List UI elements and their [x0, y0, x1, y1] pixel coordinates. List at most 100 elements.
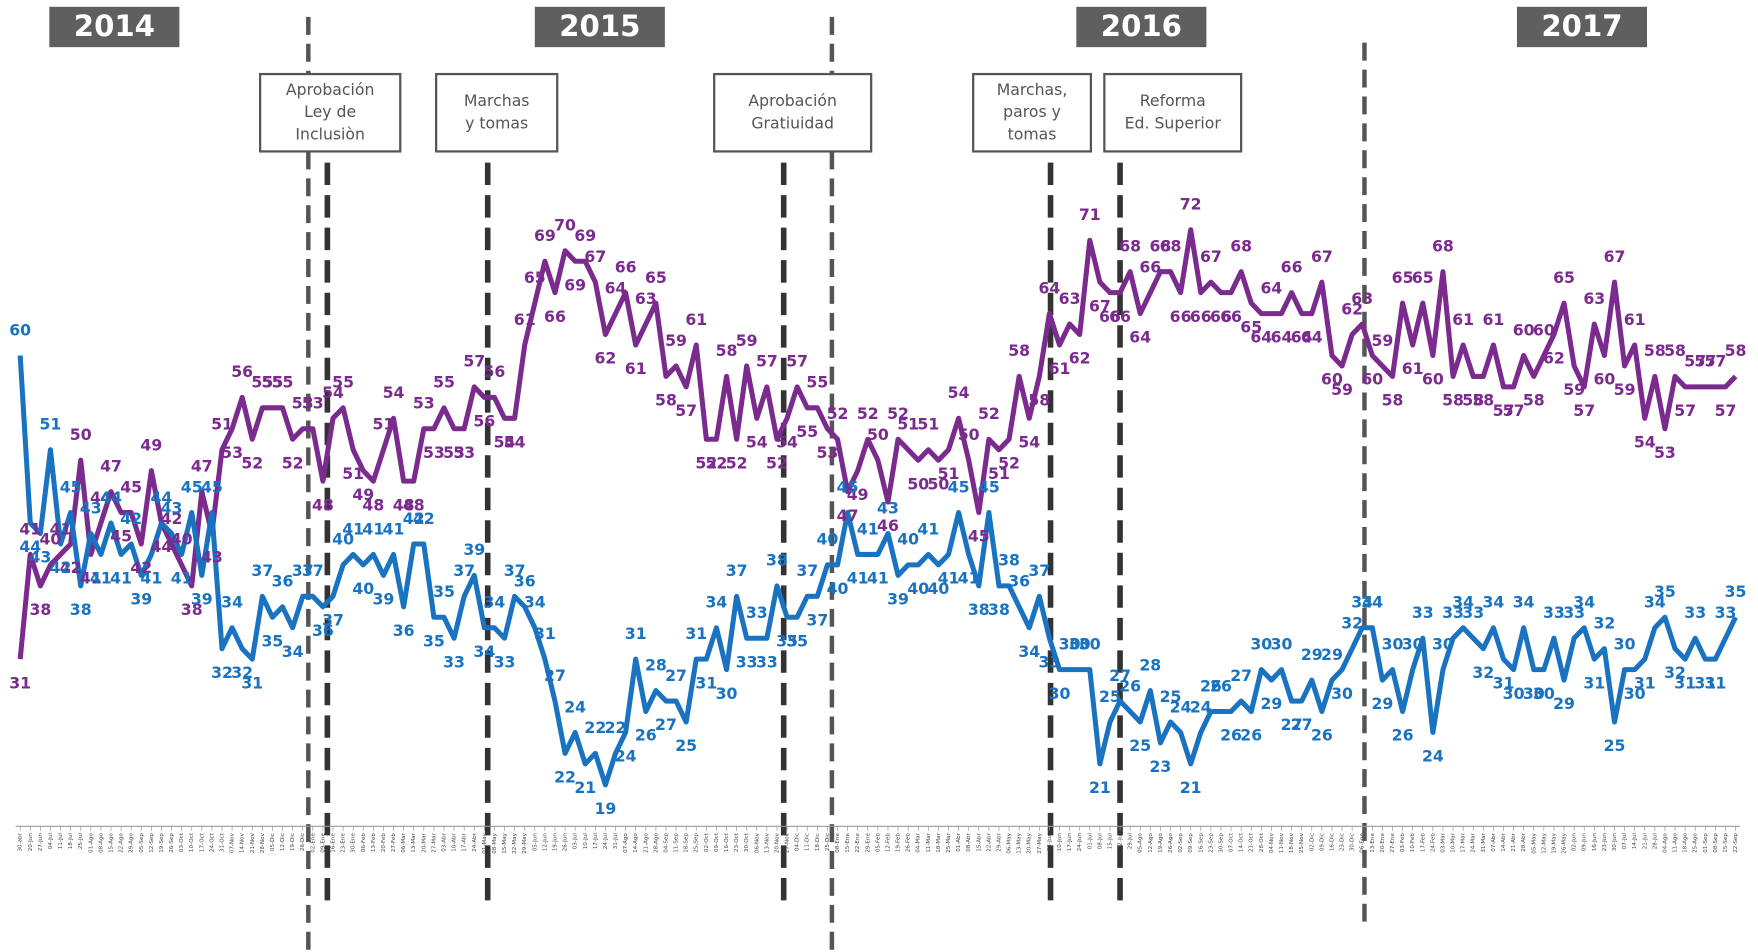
- data-label: 30: [1533, 684, 1555, 703]
- data-label: 24: [1422, 747, 1444, 766]
- data-label: 34: [706, 593, 728, 612]
- data-label: 66: [1210, 307, 1232, 326]
- year-box: [49, 6, 180, 48]
- data-label: 23: [1149, 757, 1171, 776]
- data-label: 42: [120, 509, 142, 528]
- data-label: 34: [1482, 593, 1504, 612]
- year-label: 2017: [1541, 9, 1622, 43]
- data-label: 39: [130, 590, 152, 609]
- data-label: 28: [1139, 655, 1161, 674]
- x-tick-label: 25-Dic: [825, 833, 831, 851]
- x-tick-label: 20-May: [1027, 832, 1033, 853]
- data-label: 69: [534, 226, 556, 245]
- data-label: 45: [181, 477, 203, 496]
- x-tick-label: 16-Jun: [1592, 833, 1598, 852]
- x-tick-label: 12-Sep: [149, 833, 155, 853]
- data-label: 60: [1321, 370, 1343, 389]
- data-label: 38: [968, 600, 990, 619]
- event-box: [713, 72, 873, 153]
- data-label: 41: [362, 519, 384, 538]
- data-label: 32: [1472, 663, 1494, 682]
- data-label: 66: [1109, 307, 1131, 326]
- data-label: 67: [1311, 247, 1333, 266]
- x-tick-label: 03-Jun: [1047, 833, 1053, 852]
- x-tick-label: 10-Abr: [452, 832, 458, 851]
- x-tick-label: 25-Jul: [78, 833, 84, 850]
- x-tick-label: 15-Jul: [1107, 833, 1113, 850]
- data-label: 53: [817, 443, 839, 462]
- data-label: 58: [1442, 391, 1464, 410]
- x-tick-label: 10-Feb: [1410, 833, 1416, 852]
- data-label: 36: [312, 621, 334, 640]
- x-tick-label: 22-Abr: [986, 832, 992, 851]
- event-label: Gratiuidad: [751, 113, 834, 132]
- data-label: 31: [695, 673, 717, 692]
- data-label: 42: [50, 558, 72, 577]
- data-label: 41: [917, 519, 939, 538]
- data-label: 57: [1493, 401, 1515, 420]
- data-label: 55: [796, 422, 818, 441]
- data-label: 53: [443, 443, 465, 462]
- data-label: 59: [736, 331, 758, 350]
- data-label: 48: [403, 495, 425, 514]
- data-label: 33: [1442, 603, 1464, 622]
- data-label: 49: [140, 435, 162, 454]
- data-label: 50: [70, 425, 92, 444]
- x-tick-label: 14-Oct: [1239, 832, 1245, 852]
- x-tick-label: 26-Sep: [169, 833, 175, 853]
- data-label: 25: [1160, 687, 1182, 706]
- data-label: 30: [1069, 634, 1091, 653]
- data-label: 33: [746, 603, 768, 622]
- x-tick-label: 27-May: [1037, 832, 1043, 853]
- x-tick-label: 25-Ago: [1693, 833, 1699, 853]
- data-label: 41: [938, 569, 960, 588]
- data-label: 33: [1563, 603, 1585, 622]
- event-label: tomas: [1008, 125, 1057, 144]
- data-label: 35: [423, 631, 445, 650]
- x-tick-label: 05-May: [1531, 832, 1537, 853]
- data-label: 57: [1715, 401, 1737, 420]
- x-tick-label: 28-Nov: [260, 832, 266, 853]
- data-label: 33: [443, 652, 465, 671]
- data-label: 52: [766, 453, 788, 472]
- data-label: 30: [1523, 684, 1545, 703]
- data-label: 68: [1230, 237, 1252, 256]
- data-label: 58: [1523, 391, 1545, 410]
- x-tick-label: 29-May: [522, 832, 528, 853]
- data-label: 31: [1583, 673, 1605, 692]
- data-label: 58: [716, 341, 738, 360]
- x-tick-label: 20-Nov: [774, 832, 780, 853]
- data-label: 35: [786, 631, 808, 650]
- data-label: 34: [1573, 593, 1595, 612]
- data-label: 40: [40, 530, 62, 549]
- x-tick-label: 22-May: [512, 832, 518, 853]
- data-label: 63: [1059, 289, 1081, 308]
- data-label: 35: [1725, 582, 1747, 601]
- data-label: 53: [413, 394, 435, 413]
- data-label: 30: [716, 684, 738, 703]
- data-label: 34: [1513, 593, 1535, 612]
- data-label: 54: [322, 383, 344, 402]
- x-tick-label: 03-Jul: [573, 833, 579, 850]
- data-label: 37: [302, 561, 324, 580]
- x-tick-label: 03-Feb: [1400, 833, 1406, 852]
- data-label: 27: [1281, 715, 1303, 734]
- x-tick-label: 27-Jun: [38, 833, 44, 852]
- data-label: 53: [453, 443, 475, 462]
- data-label: 55: [806, 373, 828, 392]
- data-label: 31: [625, 624, 647, 643]
- data-label: 42: [161, 509, 183, 528]
- x-tick-label: 29-Ago: [129, 833, 135, 853]
- data-label: 32: [1664, 663, 1686, 682]
- x-tick-label: 08-Ene: [835, 833, 841, 853]
- x-tick-label: 25-Nov: [1299, 832, 1305, 853]
- x-tick-label: 26-Feb: [906, 833, 912, 852]
- data-label: 30: [1624, 684, 1646, 703]
- data-label: 32: [1593, 614, 1615, 633]
- x-tick-label: 08-Abr: [966, 832, 972, 851]
- data-label: 60: [9, 320, 31, 339]
- x-tick-label: 11-Sep: [674, 833, 680, 853]
- x-tick-label: 12-May: [1541, 832, 1547, 853]
- data-label: 41: [80, 569, 102, 588]
- data-label: 32: [1341, 614, 1363, 633]
